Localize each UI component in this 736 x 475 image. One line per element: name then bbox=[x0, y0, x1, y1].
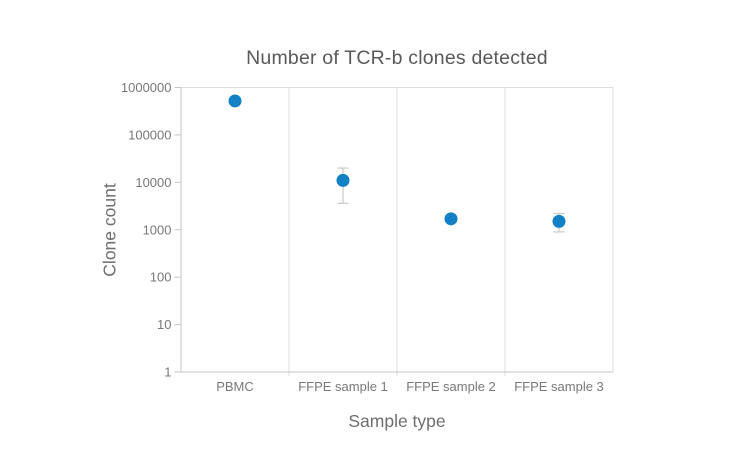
data-point-ffpe-sample-2 bbox=[444, 212, 458, 226]
y-tick-label: 1000000 bbox=[121, 80, 172, 95]
y-tick-label: 10 bbox=[157, 317, 171, 332]
y-tick-label: 1 bbox=[164, 365, 171, 380]
data-point-ffpe-sample-3 bbox=[552, 214, 566, 228]
data-point-ffpe-sample-1 bbox=[336, 173, 350, 187]
x-tick-label-ffpe-sample-1: FFPE sample 1 bbox=[298, 379, 388, 394]
y-tick-label: 10000 bbox=[135, 175, 171, 190]
data-point-pbmc bbox=[228, 94, 242, 108]
y-tick-label: 1000 bbox=[143, 222, 172, 237]
x-tick-label-ffpe-sample-2: FFPE sample 2 bbox=[406, 379, 496, 394]
x-axis-title: Sample type bbox=[348, 411, 446, 431]
chart-title: Number of TCR-b clones detected bbox=[246, 47, 548, 69]
y-tick-label: 100000 bbox=[128, 127, 171, 142]
y-tick-label: 100 bbox=[150, 270, 172, 285]
x-tick-label-pbmc: PBMC bbox=[216, 379, 254, 394]
x-tick-label-ffpe-sample-3: FFPE sample 3 bbox=[514, 379, 604, 394]
